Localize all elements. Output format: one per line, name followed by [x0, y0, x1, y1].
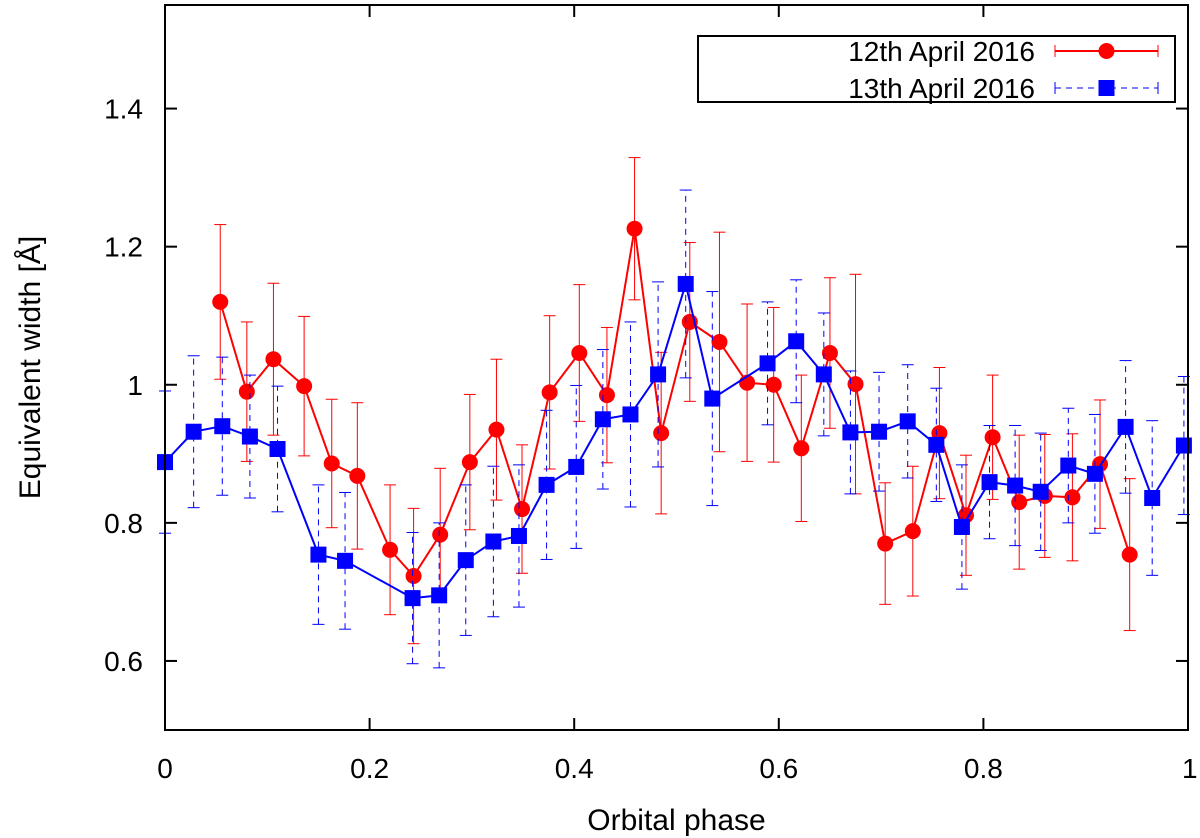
data-point — [984, 429, 1001, 446]
data-point — [431, 587, 448, 604]
legend-box — [697, 35, 1176, 103]
data-point — [815, 366, 832, 383]
axes: 0 0.2 0.4 0.6 0.8 1 0.6 0.8 1 1.2 1.4 — [104, 5, 1198, 784]
data-point — [461, 454, 478, 471]
x-tick-label: 0.4 — [555, 753, 594, 784]
series-1 — [212, 157, 1138, 645]
data-point — [821, 345, 838, 361]
legend-marker — [1098, 80, 1115, 96]
data-point — [847, 376, 864, 393]
data-point — [877, 535, 894, 552]
data-point — [310, 546, 327, 563]
data-point — [337, 552, 354, 569]
data-point — [622, 406, 639, 423]
data-point — [571, 345, 588, 361]
data-point — [404, 590, 421, 607]
data-point — [788, 333, 805, 350]
data-point — [594, 411, 611, 428]
data-point — [765, 376, 782, 393]
data-point — [488, 421, 505, 438]
data-point — [650, 366, 667, 383]
data-point — [405, 568, 422, 585]
y-tick-label: 1 — [127, 370, 143, 401]
data-point — [871, 423, 888, 440]
y-tick-label: 0.8 — [104, 508, 143, 539]
y-tick-label: 0.6 — [104, 646, 143, 677]
data-point — [1144, 490, 1161, 506]
data-point — [568, 458, 585, 475]
x-axis-label: Orbital phase — [587, 804, 765, 837]
data-point — [928, 436, 945, 453]
data-point — [538, 476, 555, 493]
plot-frame — [164, 4, 1189, 731]
y-tick-label: 1.4 — [104, 94, 143, 125]
data-point — [349, 467, 366, 484]
data-point — [953, 519, 970, 535]
data-point — [238, 383, 255, 400]
legend-label: 13th April 2016 — [848, 73, 1035, 104]
data-point — [382, 541, 399, 558]
x-tick-label: 0.6 — [759, 753, 798, 784]
data-point — [1032, 483, 1049, 500]
x-tick-label: 1 — [1182, 753, 1198, 784]
data-point — [626, 220, 643, 237]
data-point — [711, 333, 728, 350]
data-point — [457, 552, 474, 569]
data-point — [704, 390, 721, 407]
data-point — [212, 293, 229, 310]
data-point — [677, 275, 694, 292]
legend: 12th April 2016 13th April 2016 — [697, 35, 1176, 104]
y-axis-label: Equivalent width [Å] — [14, 236, 47, 499]
data-point — [432, 526, 449, 543]
data-point — [793, 440, 810, 457]
y-tick-label: 1.2 — [104, 232, 143, 263]
data-point — [514, 501, 531, 518]
data-point — [541, 384, 558, 401]
data-point — [899, 413, 916, 430]
data-point — [485, 533, 502, 550]
x-tick-label: 0 — [157, 753, 173, 784]
legend-marker — [1098, 43, 1115, 59]
plot-marks — [157, 157, 1192, 669]
data-point — [296, 378, 313, 395]
data-point — [598, 387, 615, 404]
data-point — [185, 423, 202, 440]
x-tick-label: 0.2 — [350, 753, 389, 784]
data-point — [842, 424, 859, 441]
data-point — [510, 527, 527, 544]
data-point — [653, 425, 670, 442]
data-point — [1011, 494, 1028, 511]
data-point — [981, 474, 998, 491]
data-point — [1064, 489, 1081, 506]
x-tick-label: 0.8 — [964, 753, 1003, 784]
data-point — [1117, 418, 1134, 435]
data-point — [214, 418, 231, 435]
series-2 — [157, 189, 1192, 669]
series-line — [219, 228, 1131, 578]
data-point — [904, 523, 921, 540]
data-point — [1086, 465, 1103, 482]
data-point — [269, 440, 286, 457]
data-point — [323, 455, 340, 472]
data-point — [241, 428, 258, 445]
data-point — [1007, 477, 1024, 494]
data-point — [1060, 457, 1077, 474]
data-point — [265, 351, 282, 368]
data-point — [1121, 546, 1138, 563]
legend-label: 12th April 2016 — [848, 36, 1035, 67]
data-point — [759, 355, 776, 372]
data-point — [1175, 437, 1192, 454]
